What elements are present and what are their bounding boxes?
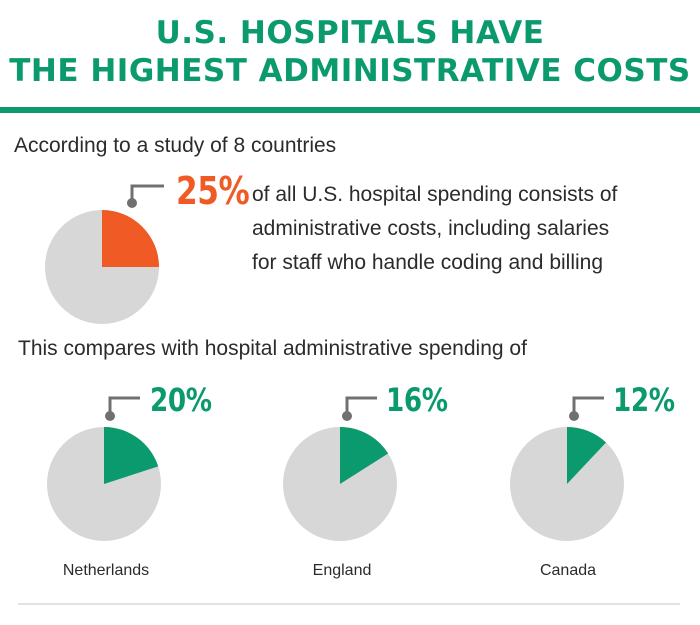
pie-canada	[510, 396, 624, 541]
compare-text: This compares with hospital administrati…	[18, 337, 527, 360]
page-title: U.S. HOSPITALS HAVE THE HIGHEST ADMINIST…	[0, 14, 700, 90]
pie-us-connector-dot	[127, 198, 137, 208]
pie-england-connector	[345, 396, 377, 414]
pie-netherlands-label: Netherlands	[62, 562, 150, 579]
pie-us-slice	[102, 210, 159, 267]
title-divider	[0, 107, 700, 113]
pie-canada-connector	[572, 396, 604, 414]
pie-england-connector-dot	[342, 411, 352, 421]
pie-england	[283, 396, 397, 541]
pie-canada-connector-dot	[569, 411, 579, 421]
pie-netherlands-connector	[108, 396, 140, 414]
pie-us-value-label: 25%	[176, 169, 250, 213]
pie-netherlands-value-label: 20%	[150, 381, 212, 419]
us-description-line-1: of all U.S. hospital spending consists o…	[252, 183, 618, 206]
pie-england-value-label: 16%	[386, 381, 448, 419]
bottom-divider	[18, 603, 680, 605]
pie-england-label: England	[312, 562, 372, 579]
pie-canada-value-label: 12%	[613, 381, 675, 419]
pie-netherlands-connector-dot	[105, 411, 115, 421]
pie-netherlands-slice	[104, 427, 159, 484]
us-description: of all U.S. hospital spending consists o…	[252, 178, 692, 280]
intro-text: According to a study of 8 countries	[14, 134, 337, 157]
pie-us	[45, 184, 164, 324]
title-line-1: U.S. HOSPITALS HAVE	[155, 15, 545, 51]
title-line-2: THE HIGHEST ADMINISTRATIVE COSTS	[9, 53, 691, 89]
pie-us-connector	[130, 184, 164, 202]
pie-canada-label: Canada	[539, 562, 597, 579]
pie-canada-slice	[567, 427, 607, 484]
pie-netherlands	[47, 396, 161, 541]
us-description-line-2: administrative costs, including salaries	[252, 217, 610, 240]
pie-england-slice	[340, 427, 389, 484]
us-description-line-3: for staff who handle coding and billing	[252, 251, 604, 274]
